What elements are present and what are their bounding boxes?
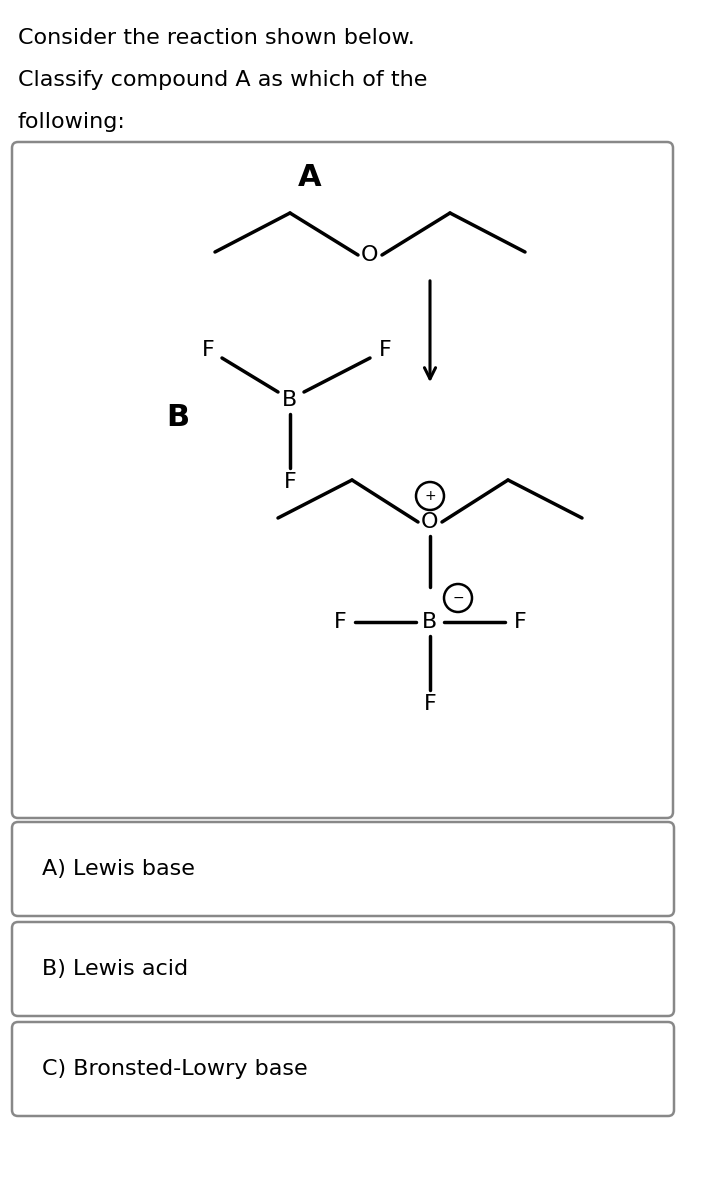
Text: B: B bbox=[422, 612, 438, 632]
Text: +: + bbox=[424, 490, 436, 503]
Text: C) Bronsted-Lowry base: C) Bronsted-Lowry base bbox=[42, 1058, 307, 1079]
Text: A: A bbox=[298, 163, 321, 192]
Text: following:: following: bbox=[18, 112, 126, 132]
Text: F: F bbox=[424, 694, 436, 714]
Text: B) Lewis acid: B) Lewis acid bbox=[42, 959, 188, 979]
Text: −: − bbox=[452, 590, 464, 605]
Text: B: B bbox=[283, 390, 298, 410]
Text: Classify compound A as which of the: Classify compound A as which of the bbox=[18, 70, 427, 90]
Text: Consider the reaction shown below.: Consider the reaction shown below. bbox=[18, 28, 415, 48]
Text: F: F bbox=[202, 340, 214, 360]
Text: O: O bbox=[361, 245, 379, 265]
Text: F: F bbox=[283, 472, 296, 492]
Text: O: O bbox=[422, 512, 439, 532]
FancyBboxPatch shape bbox=[12, 922, 674, 1016]
FancyBboxPatch shape bbox=[12, 142, 673, 818]
Text: F: F bbox=[379, 340, 391, 360]
Text: B: B bbox=[166, 403, 190, 432]
FancyBboxPatch shape bbox=[12, 1022, 674, 1116]
FancyBboxPatch shape bbox=[12, 822, 674, 916]
Text: F: F bbox=[514, 612, 527, 632]
Text: A) Lewis base: A) Lewis base bbox=[42, 859, 195, 878]
Text: F: F bbox=[333, 612, 346, 632]
